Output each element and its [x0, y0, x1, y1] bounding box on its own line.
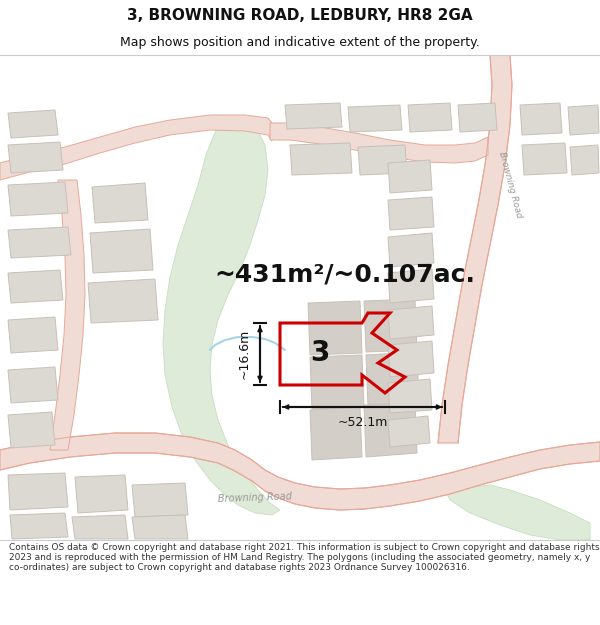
- Polygon shape: [388, 269, 434, 303]
- Polygon shape: [308, 301, 362, 355]
- Text: ~16.6m: ~16.6m: [238, 329, 251, 379]
- Text: Contains OS data © Crown copyright and database right 2021. This information is : Contains OS data © Crown copyright and d…: [9, 542, 599, 572]
- Polygon shape: [388, 197, 434, 230]
- Polygon shape: [388, 416, 430, 447]
- Polygon shape: [8, 142, 63, 173]
- Polygon shape: [8, 110, 58, 138]
- Polygon shape: [388, 306, 434, 339]
- Polygon shape: [8, 473, 68, 510]
- Polygon shape: [570, 145, 599, 175]
- Polygon shape: [522, 143, 567, 175]
- Polygon shape: [364, 403, 417, 457]
- Polygon shape: [366, 352, 419, 407]
- Polygon shape: [0, 433, 600, 510]
- Polygon shape: [290, 143, 352, 175]
- Polygon shape: [285, 103, 342, 129]
- Polygon shape: [163, 120, 280, 515]
- Text: 3, BROWNING ROAD, LEDBURY, HR8 2GA: 3, BROWNING ROAD, LEDBURY, HR8 2GA: [127, 8, 473, 23]
- Polygon shape: [388, 341, 434, 377]
- Polygon shape: [132, 483, 188, 517]
- Polygon shape: [408, 103, 452, 132]
- Polygon shape: [92, 183, 148, 223]
- Polygon shape: [90, 229, 153, 273]
- Polygon shape: [348, 105, 402, 132]
- Polygon shape: [310, 407, 362, 460]
- Polygon shape: [0, 115, 272, 180]
- Text: ~431m²/~0.107ac.: ~431m²/~0.107ac.: [215, 263, 475, 287]
- Text: 3: 3: [310, 339, 329, 367]
- Polygon shape: [438, 55, 512, 443]
- Polygon shape: [8, 227, 71, 258]
- Polygon shape: [364, 299, 417, 352]
- Polygon shape: [270, 123, 488, 163]
- Polygon shape: [568, 105, 599, 135]
- Polygon shape: [8, 367, 58, 403]
- Polygon shape: [8, 412, 55, 448]
- Polygon shape: [358, 145, 407, 175]
- Polygon shape: [388, 379, 432, 413]
- Polygon shape: [388, 160, 432, 193]
- Polygon shape: [8, 270, 63, 303]
- Text: Map shows position and indicative extent of the property.: Map shows position and indicative extent…: [120, 36, 480, 49]
- Polygon shape: [458, 103, 497, 132]
- Polygon shape: [8, 317, 58, 353]
- Polygon shape: [445, 485, 590, 540]
- Polygon shape: [88, 279, 158, 323]
- Text: Browning Road: Browning Road: [218, 492, 292, 504]
- Polygon shape: [10, 513, 68, 539]
- Text: Browning Road: Browning Road: [497, 151, 523, 219]
- Polygon shape: [132, 515, 188, 539]
- Polygon shape: [75, 475, 128, 513]
- Polygon shape: [388, 233, 434, 267]
- Polygon shape: [310, 355, 364, 409]
- Polygon shape: [50, 180, 85, 450]
- Text: ~52.1m: ~52.1m: [337, 416, 388, 429]
- Polygon shape: [72, 515, 128, 539]
- Polygon shape: [520, 103, 562, 135]
- Polygon shape: [8, 182, 68, 216]
